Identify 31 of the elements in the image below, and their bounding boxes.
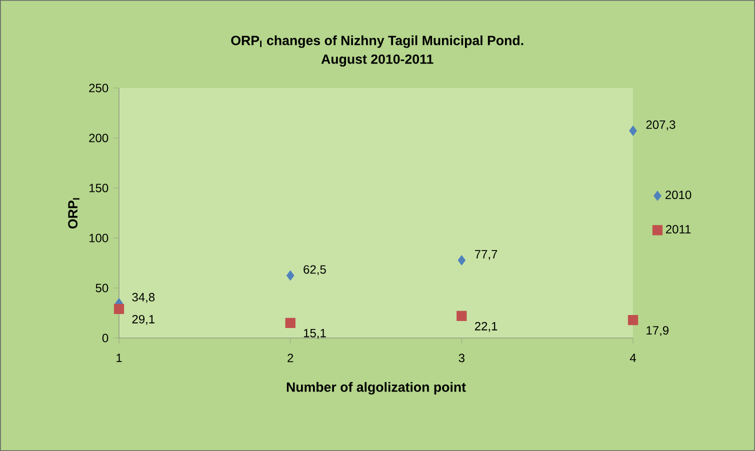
legend-label: 2011: [666, 224, 691, 234]
point: [458, 255, 466, 266]
point: [628, 315, 638, 326]
legend-label: 2010: [666, 190, 692, 200]
data-label: 77,7: [474, 250, 498, 260]
point: [629, 126, 637, 136]
data-label: 29,1: [132, 314, 154, 325]
data-label: 15,1: [304, 328, 326, 339]
x-tick-label: 1: [116, 354, 122, 362]
data-label: 207,3: [646, 120, 676, 130]
data-label: 22,1: [474, 322, 498, 332]
point: [286, 270, 294, 281]
x-tick-label: 2: [288, 354, 294, 362]
data-label: 17,9: [646, 326, 668, 336]
y-tick-label: 150: [90, 184, 108, 192]
point: [285, 318, 296, 328]
x-axis-title: Number of algolization point: [286, 382, 466, 395]
point: [456, 310, 467, 321]
data-label: 34,8: [132, 292, 155, 303]
x-tick-label: 3: [458, 354, 464, 362]
point: [114, 304, 124, 314]
y-tick-label: 0: [102, 334, 108, 342]
chart-subtitle: August 2010-2011: [321, 54, 434, 67]
y-tick-label: 250: [89, 84, 108, 92]
y-tick-label: 100: [90, 234, 108, 242]
x-tick-label: 4: [630, 354, 636, 362]
chart-title: ORP$_{I}$ changes of Nizhny Tagil Municipal Pond.: [231, 35, 524, 48]
y-axis-title: ORP$_{I}$: [68, 198, 80, 229]
data-label: 62,5: [304, 265, 326, 276]
y-tick-label: 50: [96, 284, 108, 292]
y-tick-label: 200: [89, 134, 108, 142]
